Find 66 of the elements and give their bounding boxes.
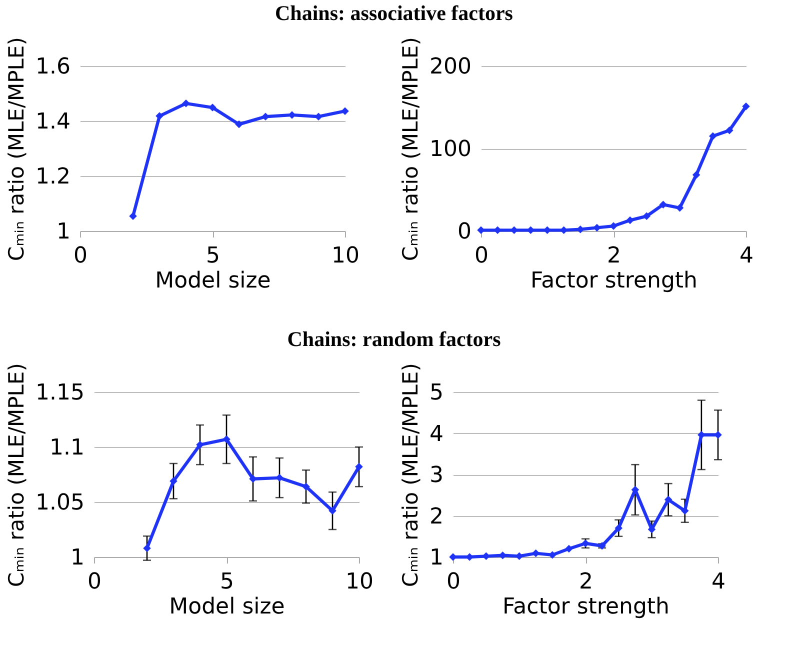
point [276,474,284,482]
y-axis-title: Cₘᵢₙ ratio (MLE/MPLE) [398,363,423,587]
x-axis-title: Factor strength [502,594,670,620]
y-tick-label: 1.6 [36,54,70,80]
point [648,525,656,534]
x-tick-label: 2 [579,570,593,594]
y-tick-label: 200 [430,54,472,80]
x-tick-label: 10 [346,570,374,594]
x-axis-title: Factor strength [530,268,698,294]
x-axis-title: Model size [155,268,271,294]
point [659,200,668,208]
y-tick-label: 1 [70,546,84,570]
y-tick-label: 2 [430,504,444,530]
y-tick-label: 1 [430,546,444,570]
point [235,120,243,128]
point [565,544,573,553]
x-tick-label: 5 [220,570,234,594]
point [676,204,684,212]
y-axis-title: Cₘᵢₙ ratio (MLE/MPLE) [398,37,423,261]
y-tick-label: 1.2 [36,164,70,190]
point [182,100,190,108]
point [208,104,216,112]
point [341,107,349,115]
point [196,440,204,449]
y-tick-label: 4 [430,422,444,447]
point [129,212,137,220]
y-tick-label: 1.1 [50,436,84,460]
y-tick-label: 100 [430,137,472,162]
point [681,506,689,515]
point [742,102,750,110]
point [664,496,672,504]
point [614,524,622,532]
point [143,544,151,552]
y-axis-title: Cₘᵢₙ ratio (MLE/MPLE) [4,37,29,261]
point [709,132,717,140]
text: Chains: associative factors [274,0,514,26]
y-tick-label: 1 [56,220,70,244]
y-tick-label: 3 [430,463,444,488]
chart-title: Chains: random factors [286,326,502,352]
x-tick-label: 4 [712,570,726,594]
point [692,171,700,179]
x-tick-label: 4 [740,244,754,268]
point [548,551,556,559]
x-tick-label: 0 [474,244,488,268]
point [222,435,230,444]
point [477,226,485,234]
y-tick-label: 1.4 [36,110,70,134]
x-tick-label: 2 [607,244,621,268]
point [328,506,336,515]
point [626,216,634,224]
point [170,477,178,485]
point [726,126,734,134]
y-tick-label: 1.05 [36,490,84,516]
point [302,482,310,490]
x-tick-label: 0 [88,570,102,594]
y-tick-label: 1.15 [36,380,84,406]
point [156,112,164,120]
point [610,222,618,230]
x-tick-label: 10 [332,244,360,268]
point [642,212,650,220]
x-tick-label: 5 [206,244,220,268]
x-axis-title: Model size [169,594,285,620]
point [355,462,363,471]
y-tick-label: 0 [458,220,472,244]
y-tick-label: 5 [430,380,444,406]
y-axis-title: Cₘᵢₙ ratio (MLE/MPLE) [4,363,29,587]
